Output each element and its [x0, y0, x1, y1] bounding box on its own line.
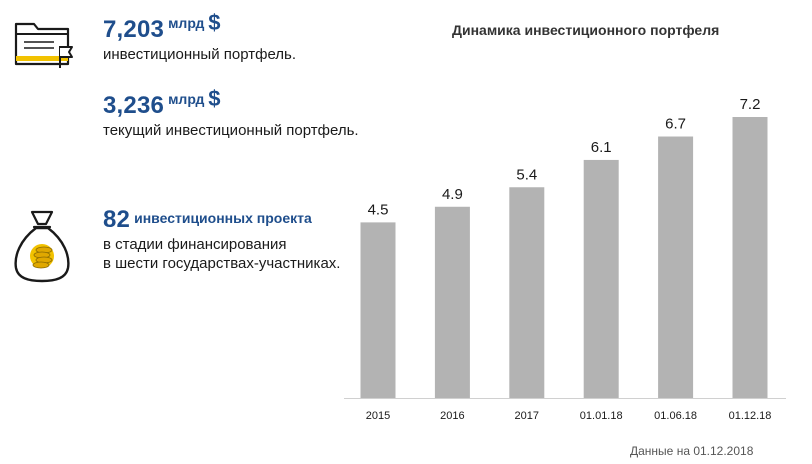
stat-portfolio-unit: млрд $	[168, 10, 220, 35]
x-tick-label-1: 2016	[440, 410, 464, 422]
money-bag-icon	[14, 210, 70, 283]
stat-current-currency: $	[208, 86, 221, 111]
bar-4	[658, 136, 694, 398]
data-label-0: 4.5	[368, 201, 389, 218]
stat-current-portfolio: 3,236 млрд $ текущий инвестиционный портф…	[103, 86, 359, 140]
stat-current-desc: текущий инвестиционный портфель.	[103, 122, 359, 139]
stat-portfolio-unit-text: млрд	[168, 15, 205, 31]
stat-projects: 82 инвестиционных проекта в стадии финанс…	[103, 206, 340, 273]
bar-1	[434, 206, 470, 398]
stat-projects-desc-line-2: в шести государствах-участниках.	[103, 255, 341, 272]
stat-projects-unit: инвестиционных проекта	[134, 210, 312, 226]
data-label-3: 6.1	[591, 139, 612, 156]
stat-current-unit-text: млрд	[168, 91, 205, 107]
bar-2	[509, 187, 545, 398]
stat-projects-value: 82	[103, 206, 131, 233]
bar-3	[583, 159, 619, 398]
bar-0	[360, 222, 396, 398]
x-tick-label-0: 2015	[366, 410, 390, 422]
stat-current-value: 3,236	[103, 92, 165, 119]
stat-portfolio-desc: инвестиционный портфель.	[103, 46, 297, 63]
folder-flag-icon	[14, 22, 73, 68]
x-tick-label-3: 01.01.18	[580, 410, 623, 422]
stat-current-unit: млрд $	[168, 86, 220, 111]
data-label-1: 4.9	[442, 186, 463, 203]
data-label-2: 5.4	[516, 166, 537, 183]
data-date-footnote: Данные на 01.12.2018	[630, 444, 754, 458]
x-tick-label-4: 01.06.18	[654, 410, 697, 422]
data-label-5: 7.2	[740, 96, 761, 113]
stat-portfolio-currency: $	[208, 10, 221, 35]
chart-title: Динамика инвестиционного портфеля	[452, 22, 720, 38]
data-label-4: 6.7	[665, 116, 686, 133]
bar-5	[732, 117, 768, 398]
x-tick-label-5: 01.12.18	[729, 410, 772, 422]
stat-portfolio-value: 7,203	[103, 16, 165, 43]
stat-projects-desc-line-1: в стадии финансирования	[103, 236, 287, 253]
stat-portfolio: 7,203 млрд $ инвестиционный портфель.	[103, 10, 297, 64]
x-tick-label-2: 2017	[515, 410, 539, 422]
